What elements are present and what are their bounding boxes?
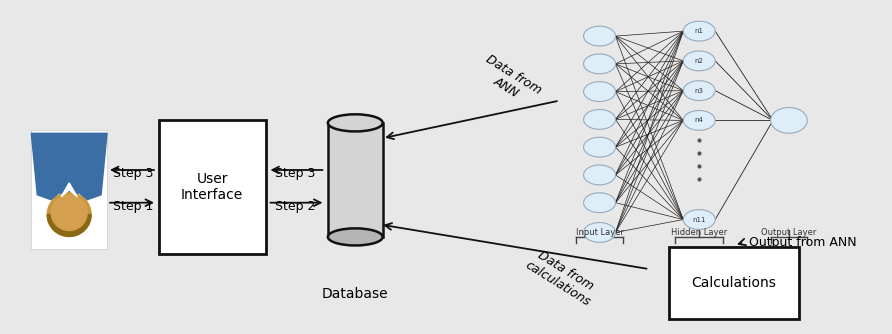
- Text: Output Layer: Output Layer: [761, 228, 816, 237]
- Ellipse shape: [583, 110, 615, 129]
- Ellipse shape: [683, 210, 715, 229]
- Ellipse shape: [583, 82, 615, 102]
- Text: Data from
calculations: Data from calculations: [523, 245, 600, 309]
- Wedge shape: [47, 215, 91, 236]
- Ellipse shape: [328, 114, 383, 131]
- Text: Database: Database: [322, 287, 389, 301]
- Text: Step 1: Step 1: [112, 200, 153, 213]
- Text: Output from ANN: Output from ANN: [749, 236, 856, 249]
- Ellipse shape: [683, 111, 715, 130]
- Ellipse shape: [583, 26, 615, 46]
- Ellipse shape: [583, 193, 615, 213]
- Ellipse shape: [683, 21, 715, 41]
- Text: n3: n3: [695, 88, 704, 94]
- Polygon shape: [62, 183, 77, 197]
- Ellipse shape: [583, 137, 615, 157]
- Text: Input Layer: Input Layer: [575, 228, 624, 237]
- Text: User
Interface: User Interface: [181, 172, 244, 202]
- Ellipse shape: [583, 222, 615, 242]
- Circle shape: [47, 193, 91, 236]
- Text: n11: n11: [692, 216, 706, 222]
- Bar: [328, 123, 383, 237]
- Circle shape: [51, 195, 87, 230]
- Ellipse shape: [583, 54, 615, 74]
- Text: n2: n2: [695, 58, 704, 64]
- Ellipse shape: [683, 51, 715, 71]
- Text: Step 3: Step 3: [276, 167, 316, 180]
- Text: n1: n1: [695, 28, 704, 34]
- FancyBboxPatch shape: [159, 120, 266, 254]
- Ellipse shape: [771, 108, 807, 133]
- Ellipse shape: [583, 165, 615, 185]
- Text: n4: n4: [695, 117, 704, 123]
- FancyBboxPatch shape: [669, 247, 799, 319]
- Text: Hidden Layer: Hidden Layer: [671, 228, 727, 237]
- Text: Step 3: Step 3: [112, 167, 153, 180]
- Ellipse shape: [683, 81, 715, 101]
- FancyBboxPatch shape: [31, 130, 107, 249]
- Polygon shape: [31, 133, 107, 200]
- Text: Calculations: Calculations: [691, 276, 777, 290]
- Text: Data from
ANN: Data from ANN: [475, 52, 544, 109]
- Text: Step 2: Step 2: [276, 200, 316, 213]
- Ellipse shape: [328, 228, 383, 245]
